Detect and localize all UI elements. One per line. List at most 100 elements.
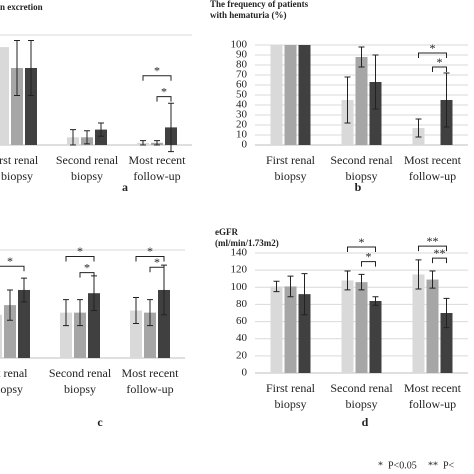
bar [144, 312, 156, 358]
error-bar [344, 76, 351, 124]
y-tick-label: 100 [231, 39, 248, 51]
x-tick-label: Second renal [330, 153, 393, 167]
bar [158, 289, 170, 358]
x-tick-label: First renal [266, 381, 316, 395]
chart-title: eGFR [215, 227, 238, 237]
significance-bracket [418, 245, 447, 252]
error-bar [358, 273, 365, 291]
error-bar [161, 264, 167, 316]
bar [270, 286, 283, 373]
error-bar [372, 54, 379, 110]
footnote: ** P< [428, 460, 455, 471]
x-tick-label: biopsy [345, 397, 377, 411]
bar [341, 280, 354, 373]
significance-label: * [147, 244, 153, 258]
y-tick-label: 0 [242, 367, 248, 379]
x-tick-label: iopsy [0, 382, 23, 396]
y-tick-label: 60 [236, 79, 248, 91]
significance-label: * [430, 41, 436, 55]
bar [4, 305, 16, 358]
error-bar [63, 299, 69, 327]
y-tick-label: 0 [242, 139, 248, 151]
bar [284, 45, 297, 145]
x-tick-label: Second renal [56, 153, 119, 167]
significance-bracket [79, 272, 95, 278]
significance-bracket [347, 246, 376, 252]
significance-bracket [65, 255, 95, 262]
y-tick-label: 30 [236, 109, 248, 121]
y-tick-label: 80 [236, 298, 248, 310]
significance-bracket [149, 266, 165, 273]
y-tick-label: 100 [231, 281, 248, 293]
error-bar [443, 72, 450, 128]
x-tick-label: Most recent [129, 153, 187, 167]
significance-bracket [0, 265, 25, 272]
significance-label: ** [434, 246, 446, 260]
bar [369, 301, 382, 373]
x-tick-label: Most recent [404, 153, 462, 167]
bar [95, 129, 107, 145]
significance-label: * [84, 260, 90, 274]
error-bar [415, 259, 422, 290]
error-bar [77, 299, 83, 327]
bar [88, 293, 100, 358]
significance-bracket [156, 96, 172, 102]
error-bar [14, 40, 20, 96]
y-tick-label: 20 [236, 349, 248, 361]
bar [355, 57, 368, 145]
y-tick-label: 40 [236, 332, 248, 344]
y-tick-label: 70 [236, 69, 248, 81]
bar [130, 310, 142, 358]
significance-bracket [432, 66, 447, 72]
error-bar [168, 102, 174, 153]
x-tick-label: First renal [266, 153, 316, 167]
x-tick-label: Second renal [49, 366, 112, 380]
error-bar [344, 270, 351, 291]
error-bar [7, 289, 13, 321]
y-tick-label: 50 [236, 89, 248, 101]
x-tick-label: biopsy [1, 169, 33, 183]
x-tick-label: follow-up [409, 397, 456, 411]
bar [74, 312, 86, 358]
significance-bracket [135, 255, 165, 262]
error-bar [147, 299, 153, 327]
y-tick-label: 90 [236, 49, 248, 61]
x-tick-label: Most recent [404, 381, 462, 395]
y-tick-label: 40 [236, 99, 248, 111]
panel-label: b [355, 180, 362, 194]
bar [60, 312, 72, 358]
x-tick-label: biopsy [64, 382, 96, 396]
error-bar [84, 130, 90, 145]
error-bar [28, 40, 34, 96]
bar [298, 45, 311, 145]
significance-bracket [418, 52, 447, 58]
error-bar [273, 280, 280, 293]
significance-bracket [361, 261, 376, 267]
y-tick-label: 60 [236, 315, 248, 327]
error-bar [70, 129, 76, 146]
bar [426, 279, 439, 373]
bar [298, 294, 311, 373]
bar [25, 68, 37, 145]
error-bar [415, 118, 422, 138]
significance-label: * [359, 235, 365, 249]
y-tick-label: 120 [231, 264, 248, 276]
x-tick-label: biopsy [71, 169, 103, 183]
x-tick-label: biopsy [274, 169, 306, 183]
panel-label: c [97, 415, 103, 429]
error-bar [21, 277, 27, 303]
significance-label: * [366, 249, 372, 263]
error-bar [140, 140, 146, 146]
panel-label: d [362, 415, 369, 429]
significance-label: * [154, 255, 160, 269]
bar [369, 82, 382, 145]
chart-title: The frequency of patients [210, 0, 309, 9]
x-tick-label: biopsy [345, 169, 377, 183]
error-bar [98, 122, 104, 137]
significance-bracket [142, 75, 172, 81]
significance-bracket [432, 257, 447, 264]
y-tick-label: 80 [236, 59, 248, 71]
bar [412, 274, 425, 373]
